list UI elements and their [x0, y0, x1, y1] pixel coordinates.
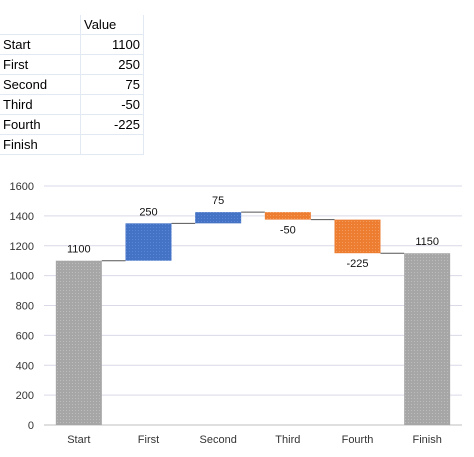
y-tick-label: 1000	[10, 271, 34, 283]
y-tick-label: 1600	[10, 181, 34, 193]
y-tick-label: 200	[16, 390, 34, 402]
row-value-cell[interactable]: -50	[81, 95, 144, 115]
header-corner-cell[interactable]	[0, 15, 81, 35]
chart-svg: 0 200 400 600 800 1000 1200 1400 1600 1100 Start 25…	[10, 181, 462, 446]
data-label: 1150	[415, 236, 439, 248]
data-label: 1100	[67, 244, 91, 256]
header-value-cell[interactable]: Value	[81, 15, 144, 35]
x-tick-label: Fourth	[342, 434, 374, 446]
row-value-cell[interactable]: 1100	[81, 35, 144, 55]
waterfall-bar-first	[125, 223, 172, 261]
row-value-cell[interactable]: -225	[81, 115, 144, 135]
x-tick-label: Finish	[412, 434, 441, 446]
y-tick-label: 800	[16, 301, 34, 313]
row-label-cell[interactable]: Finish	[0, 135, 81, 155]
y-tick-label: 600	[16, 330, 34, 342]
y-tick-label: 1400	[10, 211, 34, 223]
data-label: 250	[139, 206, 157, 218]
x-tick-label: First	[138, 434, 159, 446]
data-label: -225	[346, 258, 368, 270]
waterfall-bar-second	[195, 212, 242, 224]
waterfall-chart[interactable]: 0 200 400 600 800 1000 1200 1400 1600 1100 Start 25…	[0, 170, 474, 457]
row-value-cell[interactable]	[81, 135, 144, 155]
waterfall-bar-finish	[404, 253, 451, 425]
x-tick-label: Start	[67, 434, 90, 446]
row-label-cell[interactable]: Second	[0, 75, 81, 95]
x-tick-label: Second	[200, 434, 237, 446]
data-label: -50	[280, 225, 296, 237]
waterfall-bar-third	[264, 212, 311, 220]
y-tick-label: 1200	[10, 241, 34, 253]
row-value-cell[interactable]: 75	[81, 75, 144, 95]
y-tick-label: 400	[16, 360, 34, 372]
row-label-cell[interactable]: Fourth	[0, 115, 81, 135]
row-label-cell[interactable]: First	[0, 55, 81, 75]
x-tick-label: Third	[275, 434, 300, 446]
row-label-cell[interactable]: Third	[0, 95, 81, 115]
y-tick-label: 0	[28, 420, 34, 432]
waterfall-bar-start	[55, 260, 102, 425]
row-value-cell[interactable]: 250	[81, 55, 144, 75]
data-label: 75	[212, 195, 224, 207]
row-label-cell[interactable]: Start	[0, 35, 81, 55]
waterfall-bar-fourth	[334, 219, 381, 254]
